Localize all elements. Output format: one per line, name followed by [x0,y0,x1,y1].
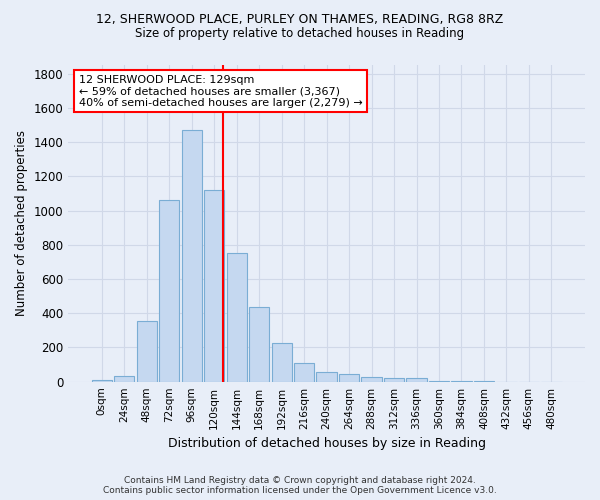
X-axis label: Distribution of detached houses by size in Reading: Distribution of detached houses by size … [167,437,485,450]
Bar [227,254,247,382]
Bar [429,381,449,382]
Bar [361,376,382,382]
Bar [406,378,427,382]
Bar [182,130,202,382]
Bar [294,363,314,382]
Bar [474,381,494,382]
Bar [384,378,404,382]
Bar [114,376,134,382]
Bar [316,372,337,382]
Text: Size of property relative to detached houses in Reading: Size of property relative to detached ho… [136,28,464,40]
Bar [92,380,112,382]
Bar [137,321,157,382]
Bar [451,381,472,382]
Text: 12, SHERWOOD PLACE, PURLEY ON THAMES, READING, RG8 8RZ: 12, SHERWOOD PLACE, PURLEY ON THAMES, RE… [97,12,503,26]
Bar [159,200,179,382]
Text: Contains HM Land Registry data © Crown copyright and database right 2024.
Contai: Contains HM Land Registry data © Crown c… [103,476,497,495]
Bar [249,307,269,382]
Bar [204,190,224,382]
Bar [272,343,292,382]
Text: 12 SHERWOOD PLACE: 129sqm
← 59% of detached houses are smaller (3,367)
40% of se: 12 SHERWOOD PLACE: 129sqm ← 59% of detac… [79,74,362,108]
Y-axis label: Number of detached properties: Number of detached properties [15,130,28,316]
Bar [339,374,359,382]
